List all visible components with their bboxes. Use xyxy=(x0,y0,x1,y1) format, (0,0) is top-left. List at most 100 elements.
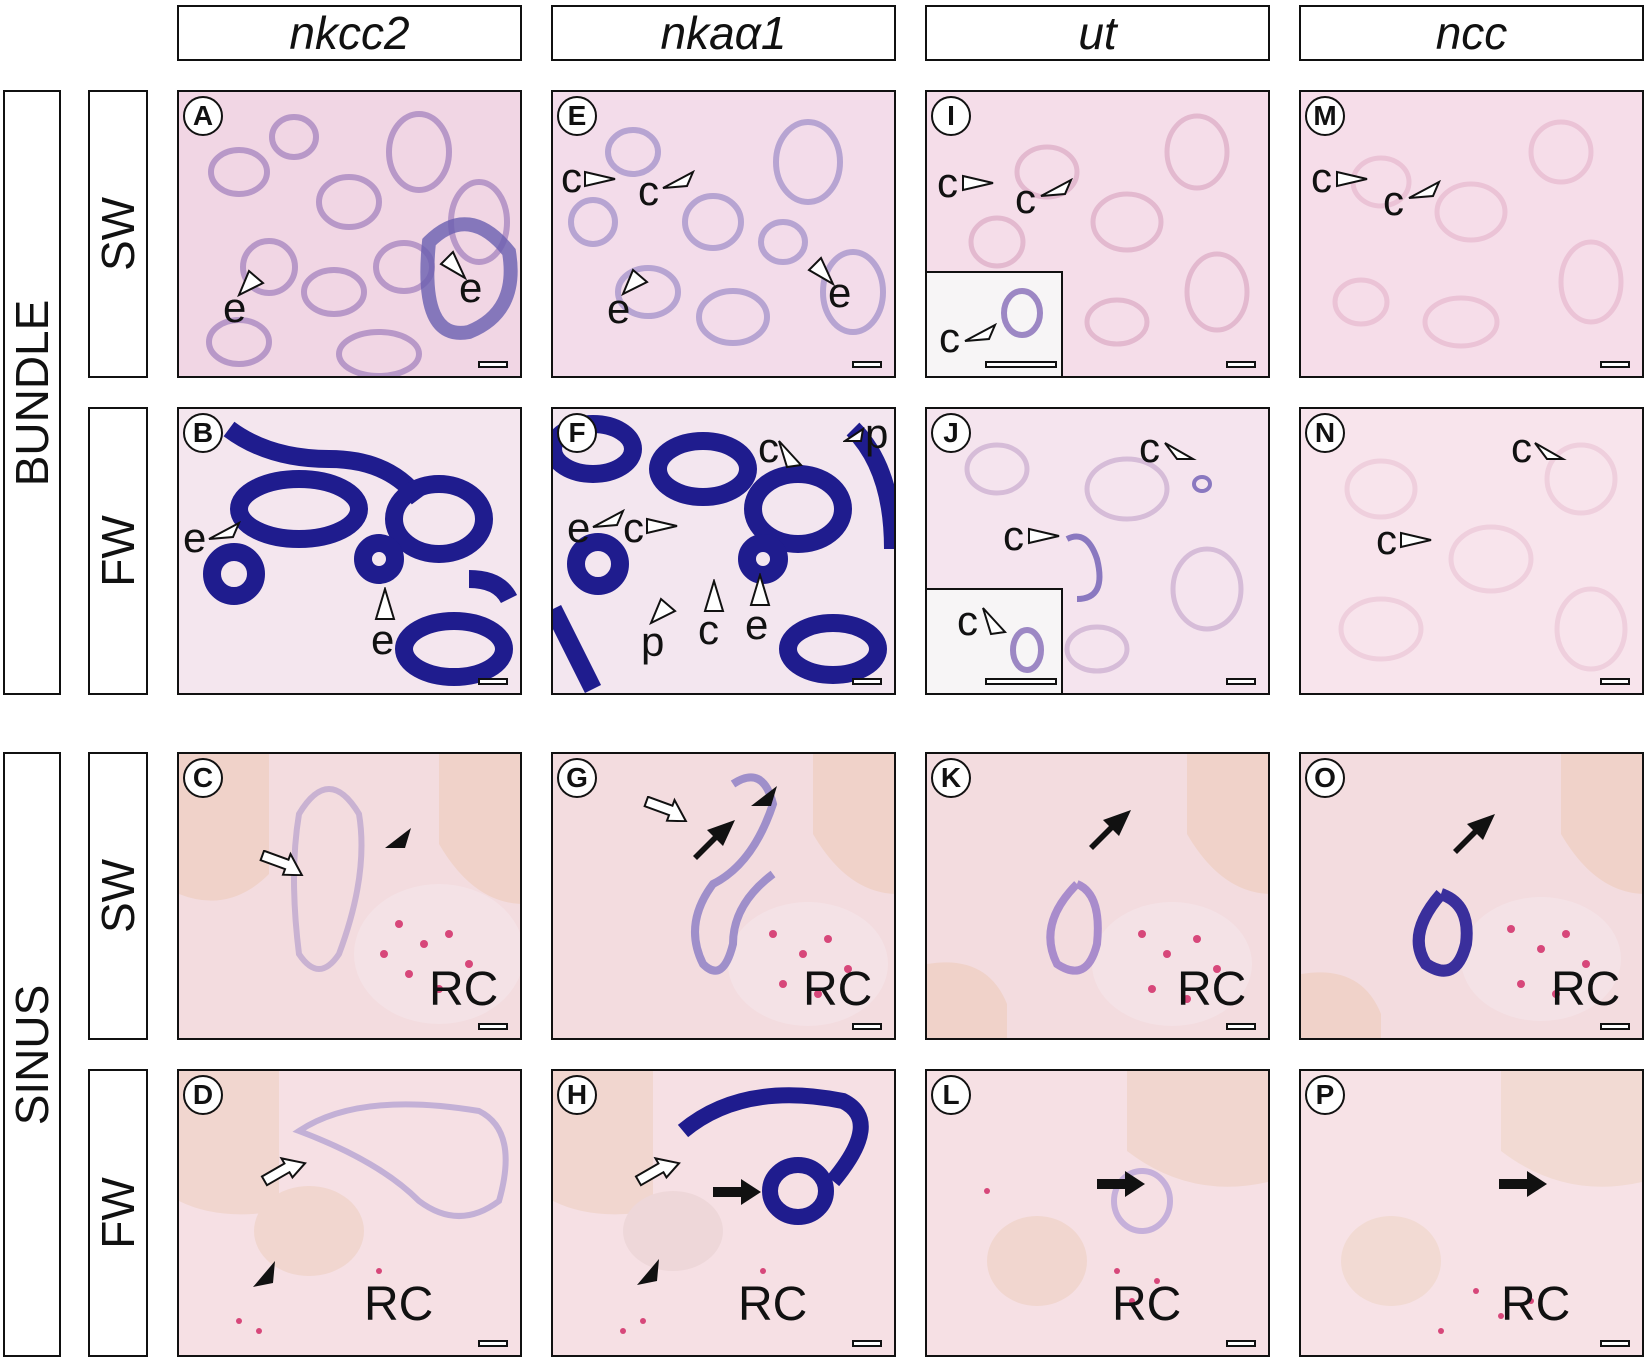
scale-bar xyxy=(478,1023,508,1030)
row-label-text: FW xyxy=(92,515,144,587)
group-label-sinus-text: SINUS xyxy=(6,984,58,1125)
arrowhead-open-icon xyxy=(592,509,625,528)
micrograph-p xyxy=(1301,1071,1642,1355)
scale-bar xyxy=(478,361,508,368)
arrowhead-open-icon xyxy=(662,170,695,189)
filled-arrowhead-icon xyxy=(253,1261,275,1287)
arrowhead-open-icon xyxy=(703,579,725,612)
label-c: c xyxy=(561,154,582,201)
column-header-ut: ut xyxy=(925,5,1270,61)
open-arrow-icon xyxy=(259,850,304,876)
inset-micrograph xyxy=(1010,627,1044,673)
micrograph-o xyxy=(1301,754,1642,1038)
row-label-text: FW xyxy=(92,1177,144,1249)
filled-arrow-icon xyxy=(1089,810,1131,850)
micrograph-g xyxy=(553,754,894,1038)
label-c: c xyxy=(623,504,644,551)
panel-i: I c c c xyxy=(925,90,1270,378)
scale-bar xyxy=(852,678,882,685)
inset-micrograph xyxy=(1001,288,1043,338)
scale-bar xyxy=(1600,361,1630,368)
micrograph-f xyxy=(553,409,894,693)
arrowhead-open-icon xyxy=(962,174,994,192)
label-rc: RC xyxy=(803,963,873,1016)
arrowhead-open-icon xyxy=(237,269,265,297)
filled-arrowhead-icon xyxy=(385,828,411,848)
panel-letter: J xyxy=(931,413,971,453)
label-c: c xyxy=(1139,424,1160,471)
row-label-bundle-fw: FW xyxy=(88,407,148,695)
arrowhead-open-icon xyxy=(964,323,997,342)
arrowhead-open-icon xyxy=(1408,180,1441,199)
group-label-sinus: SINUS xyxy=(3,752,61,1357)
label-p: p xyxy=(865,410,889,457)
panel-k: K RC xyxy=(925,752,1270,1040)
label-e: e xyxy=(567,504,591,551)
scale-bar xyxy=(1600,1023,1630,1030)
scale-bar xyxy=(478,1340,508,1347)
label-rc: RC xyxy=(1112,1278,1182,1331)
label-e: e xyxy=(371,616,395,663)
panel-letter: E xyxy=(557,96,597,136)
column-header-nkcc2: nkcc2 xyxy=(177,5,522,61)
panel-p: P RC xyxy=(1299,1069,1644,1357)
panel-d: D RC xyxy=(177,1069,522,1357)
panel-letter: P xyxy=(1305,1075,1345,1115)
arrowhead-open-icon xyxy=(208,521,241,540)
scale-bar xyxy=(852,361,882,368)
arrowhead-open-icon xyxy=(1028,527,1060,545)
panel-letter: H xyxy=(557,1075,597,1115)
micrograph-i xyxy=(927,92,1268,376)
open-arrow-icon xyxy=(643,796,688,822)
row-label-bundle-sw: SW xyxy=(88,90,148,378)
group-label-bundle: BUNDLE xyxy=(3,90,61,695)
label-e: e xyxy=(183,514,207,561)
arrowhead-open-icon xyxy=(1040,178,1073,197)
panel-letter: B xyxy=(183,413,223,453)
label-e: e xyxy=(223,284,247,331)
micrograph-k xyxy=(927,754,1268,1038)
filled-arrow-icon xyxy=(693,820,735,860)
panel-e: E c c e e xyxy=(551,90,896,378)
column-header-nkaa1: nkaα1 xyxy=(551,5,896,61)
panel-letter: I xyxy=(931,96,971,136)
panel-letter: C xyxy=(183,758,223,798)
panel-letter: D xyxy=(183,1075,223,1115)
label-rc: RC xyxy=(1501,1278,1571,1331)
panel-m: M c c xyxy=(1299,90,1644,378)
label-rc: RC xyxy=(364,1278,434,1331)
panel-letter: F xyxy=(557,413,597,453)
arrowhead-open-icon xyxy=(1336,170,1368,188)
label-rc: RC xyxy=(1551,963,1621,1016)
panel-letter: A xyxy=(183,96,223,136)
arrowhead-open-icon xyxy=(374,587,396,620)
panel-b: B e e xyxy=(177,407,522,695)
label-c: c xyxy=(1376,516,1397,563)
row-label-sinus-fw: FW xyxy=(88,1069,148,1357)
panel-letter: K xyxy=(931,758,971,798)
micrograph-l xyxy=(927,1071,1268,1355)
filled-arrowhead-icon xyxy=(637,1259,659,1285)
row-label-text: SW xyxy=(92,858,144,934)
scale-bar xyxy=(1226,678,1256,685)
panel-o: O RC xyxy=(1299,752,1644,1040)
scale-bar xyxy=(478,678,508,685)
row-label-sinus-sw: SW xyxy=(88,752,148,1040)
filled-arrow-icon xyxy=(713,1179,761,1205)
panel-c: C RC xyxy=(177,752,522,1040)
panel-letter: M xyxy=(1305,96,1345,136)
arrowhead-open-icon xyxy=(646,517,678,535)
panel-l: L RC xyxy=(925,1069,1270,1357)
inset-image: c xyxy=(927,271,1063,376)
label-c: c xyxy=(698,606,719,653)
filled-arrow-icon xyxy=(1499,1171,1547,1197)
arrowhead-open-icon xyxy=(807,256,835,286)
label-c: c xyxy=(957,597,978,644)
filled-arrow-icon xyxy=(1097,1171,1145,1197)
label-c: c xyxy=(758,424,779,471)
panel-letter: G xyxy=(557,758,597,798)
panel-a: A e e xyxy=(177,90,522,378)
label-c: c xyxy=(1003,512,1024,559)
micrograph-d xyxy=(179,1071,520,1355)
label-c: c xyxy=(1383,177,1404,224)
